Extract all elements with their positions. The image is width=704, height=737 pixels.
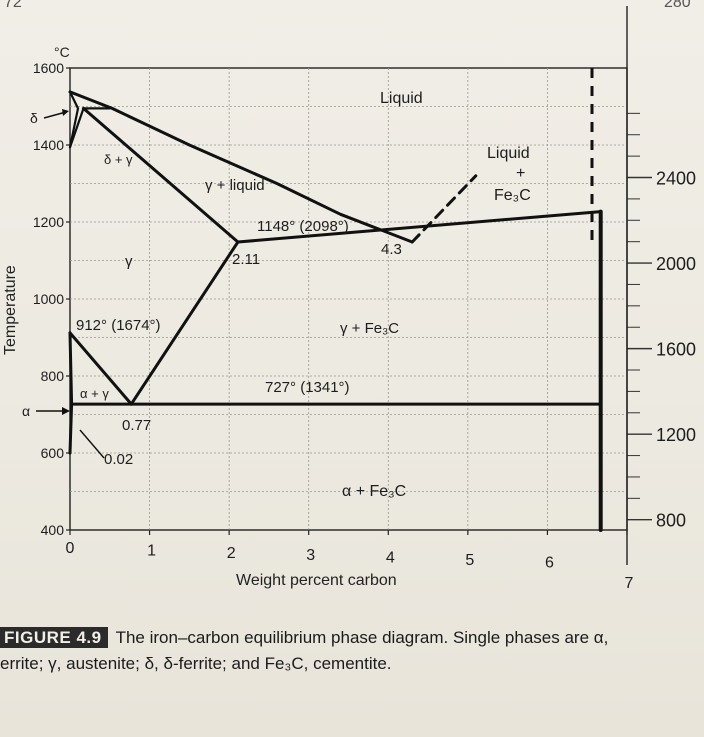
top-right-fragment: 280 [664,0,691,11]
y-right-tick-label: 2000 [656,254,696,274]
x-tick-label: 4 [386,550,395,567]
annot-eutectoid-temp: 727° (1341°) [265,379,350,396]
y-axis-label: Temperature [2,265,19,355]
label-delta-gamma: δ + γ [104,152,133,167]
acm-line [129,240,240,406]
delta-region-line [68,90,80,149]
annot-eutectic-comp: 4.3 [381,241,402,258]
liquidus-left-line [68,90,414,244]
x-tick-label: 7 [625,575,634,592]
phase-labels: Liquid Liquid + Fe₃C γ + liquid δ + γ γ γ + Fe₃… [22,90,531,500]
ferrite-boundary-line [68,331,74,406]
y-left-tick-label: 600 [41,445,65,461]
y-right-tick-label: 1600 [656,340,696,360]
delta-arrow [43,111,67,119]
delta-gamma-lower-line [68,107,85,149]
page-number: 72 [4,0,22,11]
figure-label: FIGURE 4.9 [0,627,108,648]
y-left-tick-label: 1600 [33,60,64,76]
phase-boundaries [68,68,603,532]
annot-eutectic-temp: 1148° (2098°) [257,218,349,235]
alpha-max-pointer [79,429,105,459]
marker-alpha: α [22,403,30,419]
annot-gamma-max: 2.11 [232,251,260,268]
x-axis-label: Weight percent carbon [236,572,397,589]
x-tick-label: 1 [147,542,156,559]
ferrite-solvus-line [68,402,74,455]
label-liquid-fe3c-2: + [516,165,525,182]
y-axis-right: 800 1200 1600 2000 2400 [626,6,696,565]
annot-eutectoid-comp: 0.77 [122,417,151,434]
x-tick-label: 6 [545,554,554,571]
label-alpha-gamma: α + γ [80,386,109,401]
y-right-tick-label: 1200 [656,425,696,445]
caption-text-line1: The iron–carbon equilibrium phase diagra… [115,628,609,647]
y-left-tick-label: 800 [41,368,65,384]
label-liquid-fe3c-1: Liquid [487,145,530,162]
label-liquid-fe3c-3: Fe₃C [494,187,531,204]
label-liquid: Liquid [380,90,423,107]
label-gamma: γ [125,253,133,270]
y-right-tick-label: 800 [656,511,686,531]
grid-lines [70,68,627,530]
solidus-line [82,106,240,244]
y-left-tick-label: 1200 [33,214,64,230]
eutectic-isotherm-line [236,210,603,244]
x-axis: 0 1 2 3 4 5 6 7 [66,530,634,592]
x-tick-label: 3 [306,547,315,564]
annot-a3-temp: 912° (1674°) [76,317,161,334]
marker-delta: δ [30,110,38,126]
y-left-tick-label: 400 [41,522,65,538]
label-gamma-fe3c: γ + Fe₃C [340,320,399,337]
x-tick-label: 0 [66,540,75,557]
y-unit-left: °C [54,44,70,60]
label-alpha-fe3c: α + Fe₃C [342,483,406,500]
label-gamma-liquid: γ + liquid [205,177,265,194]
liquidus-right-line [410,174,478,244]
a3-line [68,331,133,406]
delta-arrowhead [62,109,69,116]
y-axis-left: 400 600 800 1000 1200 1400 1600 [33,60,70,538]
y-left-tick-label: 1000 [33,291,64,307]
x-tick-label: 2 [227,545,236,562]
annot-alpha-max: 0.02 [104,451,133,468]
y-right-tick-label: 2400 [656,169,696,189]
y-left-tick-label: 1400 [33,137,64,153]
alpha-arrowhead [62,407,70,415]
caption-text-line2: errite; γ, austenite; δ, δ-ferrite; and … [0,654,392,673]
x-tick-label: 5 [465,552,474,569]
